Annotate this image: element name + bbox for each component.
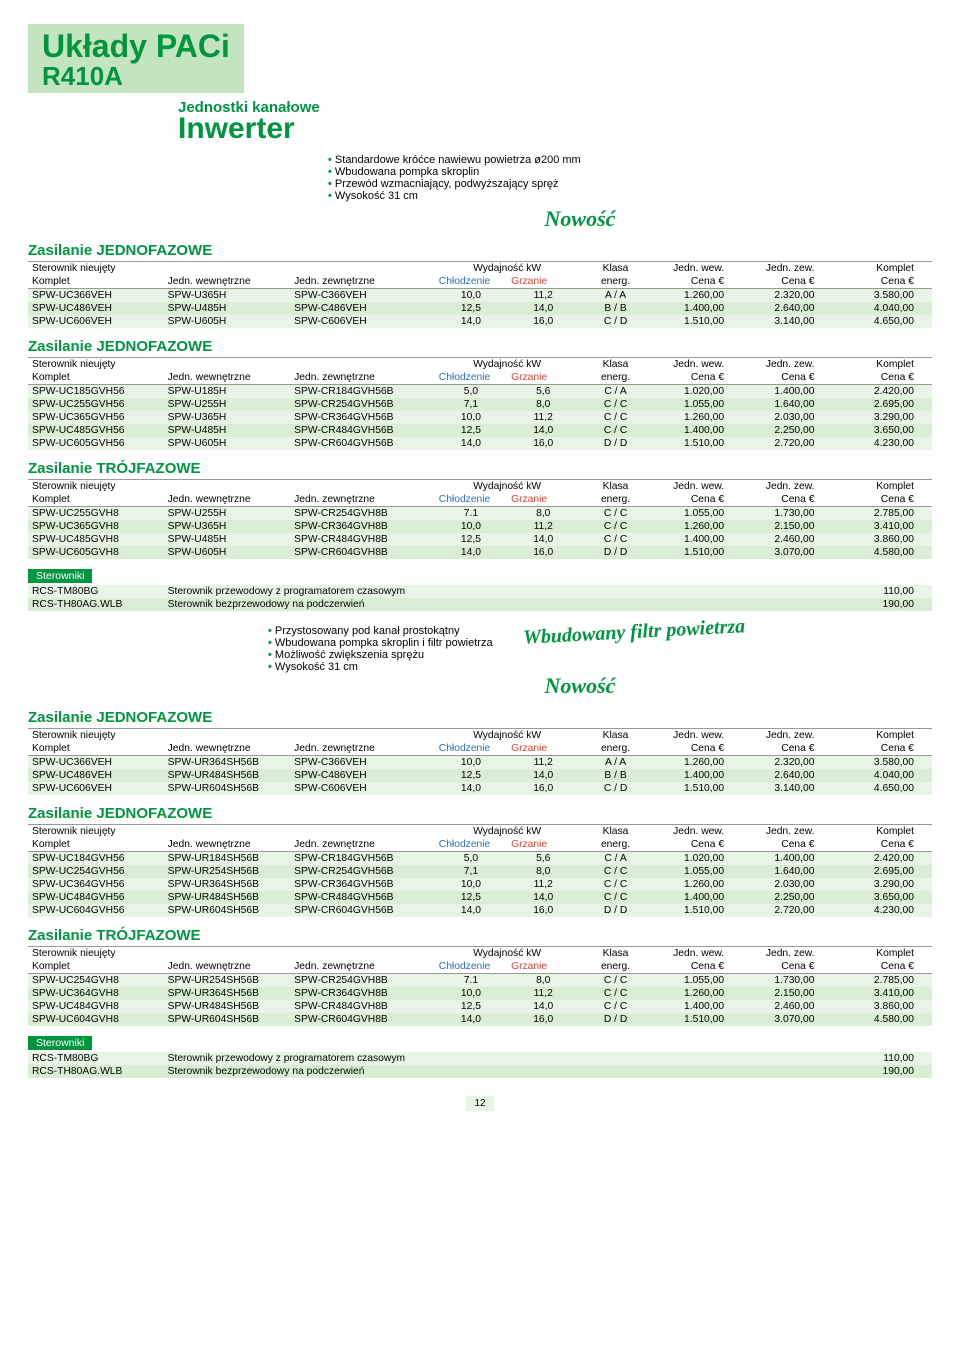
table-row: SPW-UC365GVH8SPW-U365HSPW-CR364GVH8B 10,…	[28, 520, 932, 533]
ster-table-1: RCS-TM80BGSterownik przewodowy z program…	[28, 585, 932, 611]
zas-title-3: Zasilanie TRÓJFAZOWE	[28, 460, 932, 477]
table-row: SPW-UC605GVH56SPW-U605HSPW-CR604GVH56B 1…	[28, 437, 932, 450]
table-4: Sterownik nieujęty Wydajność kWKlasa Jed…	[28, 728, 932, 795]
feature-item: Standardowe króćce nawiewu powietrza ø20…	[328, 154, 932, 166]
controller-row: RCS-TM80BGSterownik przewodowy z program…	[28, 1052, 932, 1065]
zas-title-1: Zasilanie JEDNOFAZOWE	[28, 242, 932, 259]
section-title: Jednostki kanałowe Inwerter	[178, 99, 932, 146]
table-row: SPW-UC606VEHSPW-U605HSPW-C606VEH 14,016,…	[28, 315, 932, 328]
ster-table-2: RCS-TM80BGSterownik przewodowy z program…	[28, 1052, 932, 1078]
table-row: SPW-UC485GVH8SPW-U485HSPW-CR484GVH8B 12,…	[28, 533, 932, 546]
table-row: SPW-UC184GVH56SPW-UR184SH56BSPW-CR184GVH…	[28, 851, 932, 865]
sterownik-label-2: Sterowniki	[28, 1036, 92, 1050]
feature-item: Przystosowany pod kanał prostokątny	[268, 625, 493, 637]
table-row: SPW-UC365GVH56SPW-U365HSPW-CR364GVH56B 1…	[28, 411, 932, 424]
table-row: SPW-UC255GVH8SPW-U255HSPW-CR254GVH8B 7.1…	[28, 506, 932, 520]
table-2: Sterownik nieujęty Wydajność kWKlasa Jed…	[28, 357, 932, 450]
table-row: SPW-UC605GVH8SPW-U605HSPW-CR604GVH8B 14,…	[28, 546, 932, 559]
table-row: SPW-UC484GVH56SPW-UR484SH56BSPW-CR484GVH…	[28, 891, 932, 904]
controller-row: RCS-TM80BGSterownik przewodowy z program…	[28, 585, 932, 598]
feature-item: Wysokość 31 cm	[328, 190, 932, 202]
table-3: Sterownik nieujęty Wydajność kWKlasa Jed…	[28, 479, 932, 559]
table-row: SPW-UC254GVH8SPW-UR254SH56BSPW-CR254GVH8…	[28, 973, 932, 987]
table-row: SPW-UC486VEHSPW-U485HSPW-C486VEH 12,514,…	[28, 302, 932, 315]
title-1: Układy PACi	[42, 30, 230, 62]
zas-title-4: Zasilanie JEDNOFAZOWE	[28, 709, 932, 726]
feature-item: Wbudowana pompka skroplin i filtr powiet…	[268, 637, 493, 649]
title-banner: Układy PACi R410A	[28, 24, 244, 93]
table-row: SPW-UC604GVH8SPW-UR604SH56BSPW-CR604GVH8…	[28, 1013, 932, 1026]
title-2: R410A	[42, 62, 230, 91]
table-row: SPW-UC254GVH56SPW-UR254SH56BSPW-CR254GVH…	[28, 865, 932, 878]
table-row: SPW-UC486VEHSPW-UR484SH56BSPW-C486VEH 12…	[28, 769, 932, 782]
table-row: SPW-UC484GVH8SPW-UR484SH56BSPW-CR484GVH8…	[28, 1000, 932, 1013]
table-row: SPW-UC255GVH56SPW-U255HSPW-CR254GVH56B 7…	[28, 398, 932, 411]
table-row: SPW-UC185GVH56SPW-U185HSPW-CR184GVH56B 5…	[28, 384, 932, 398]
feature-list-top: Standardowe króćce nawiewu powietrza ø20…	[328, 154, 932, 202]
page-number: 12	[466, 1096, 494, 1111]
sterownik-label-1: Sterowniki	[28, 569, 92, 583]
table-6: Sterownik nieujęty Wydajność kWKlasa Jed…	[28, 946, 932, 1026]
nowosc-label-1: Nowość	[545, 206, 616, 231]
zas-title-6: Zasilanie TRÓJFAZOWE	[28, 927, 932, 944]
table-row: SPW-UC366VEHSPW-UR364SH56BSPW-C366VEH 10…	[28, 755, 932, 769]
table-row: SPW-UC364GVH8SPW-UR364SH56BSPW-CR364GVH8…	[28, 987, 932, 1000]
filter-label: Wbudowany filtr powietrza	[522, 615, 745, 650]
controller-row: RCS-TH80AG.WLBSterownik bezprzewodowy na…	[28, 1065, 932, 1078]
controller-row: RCS-TH80AG.WLBSterownik bezprzewodowy na…	[28, 598, 932, 611]
feature-item: Przewód wzmacniający, podwyższający sprę…	[328, 178, 932, 190]
table-1: Sterownik nieujęty Wydajność kWKlasa Jed…	[28, 261, 932, 328]
feature-item: Możliwość zwiększenia sprężu	[268, 649, 493, 661]
maintitle: Inwerter	[178, 112, 932, 146]
table-row: SPW-UC366VEHSPW-U365HSPW-C366VEH 10,011,…	[28, 288, 932, 302]
table-row: SPW-UC604GVH56SPW-UR604SH56BSPW-CR604GVH…	[28, 904, 932, 917]
table-row: SPW-UC606VEHSPW-UR604SH56BSPW-C606VEH 14…	[28, 782, 932, 795]
feature-list-mid: Przystosowany pod kanał prostokątnyWbudo…	[268, 625, 493, 673]
feature-item: Wysokość 31 cm	[268, 661, 493, 673]
table-5: Sterownik nieujęty Wydajność kWKlasa Jed…	[28, 824, 932, 917]
nowosc-label-2: Nowość	[545, 673, 616, 698]
zas-title-2: Zasilanie JEDNOFAZOWE	[28, 338, 932, 355]
table-row: SPW-UC364GVH56SPW-UR364SH56BSPW-CR364GVH…	[28, 878, 932, 891]
table-row: SPW-UC485GVH56SPW-U485HSPW-CR484GVH56B 1…	[28, 424, 932, 437]
zas-title-5: Zasilanie JEDNOFAZOWE	[28, 805, 932, 822]
feature-item: Wbudowana pompka skroplin	[328, 166, 932, 178]
